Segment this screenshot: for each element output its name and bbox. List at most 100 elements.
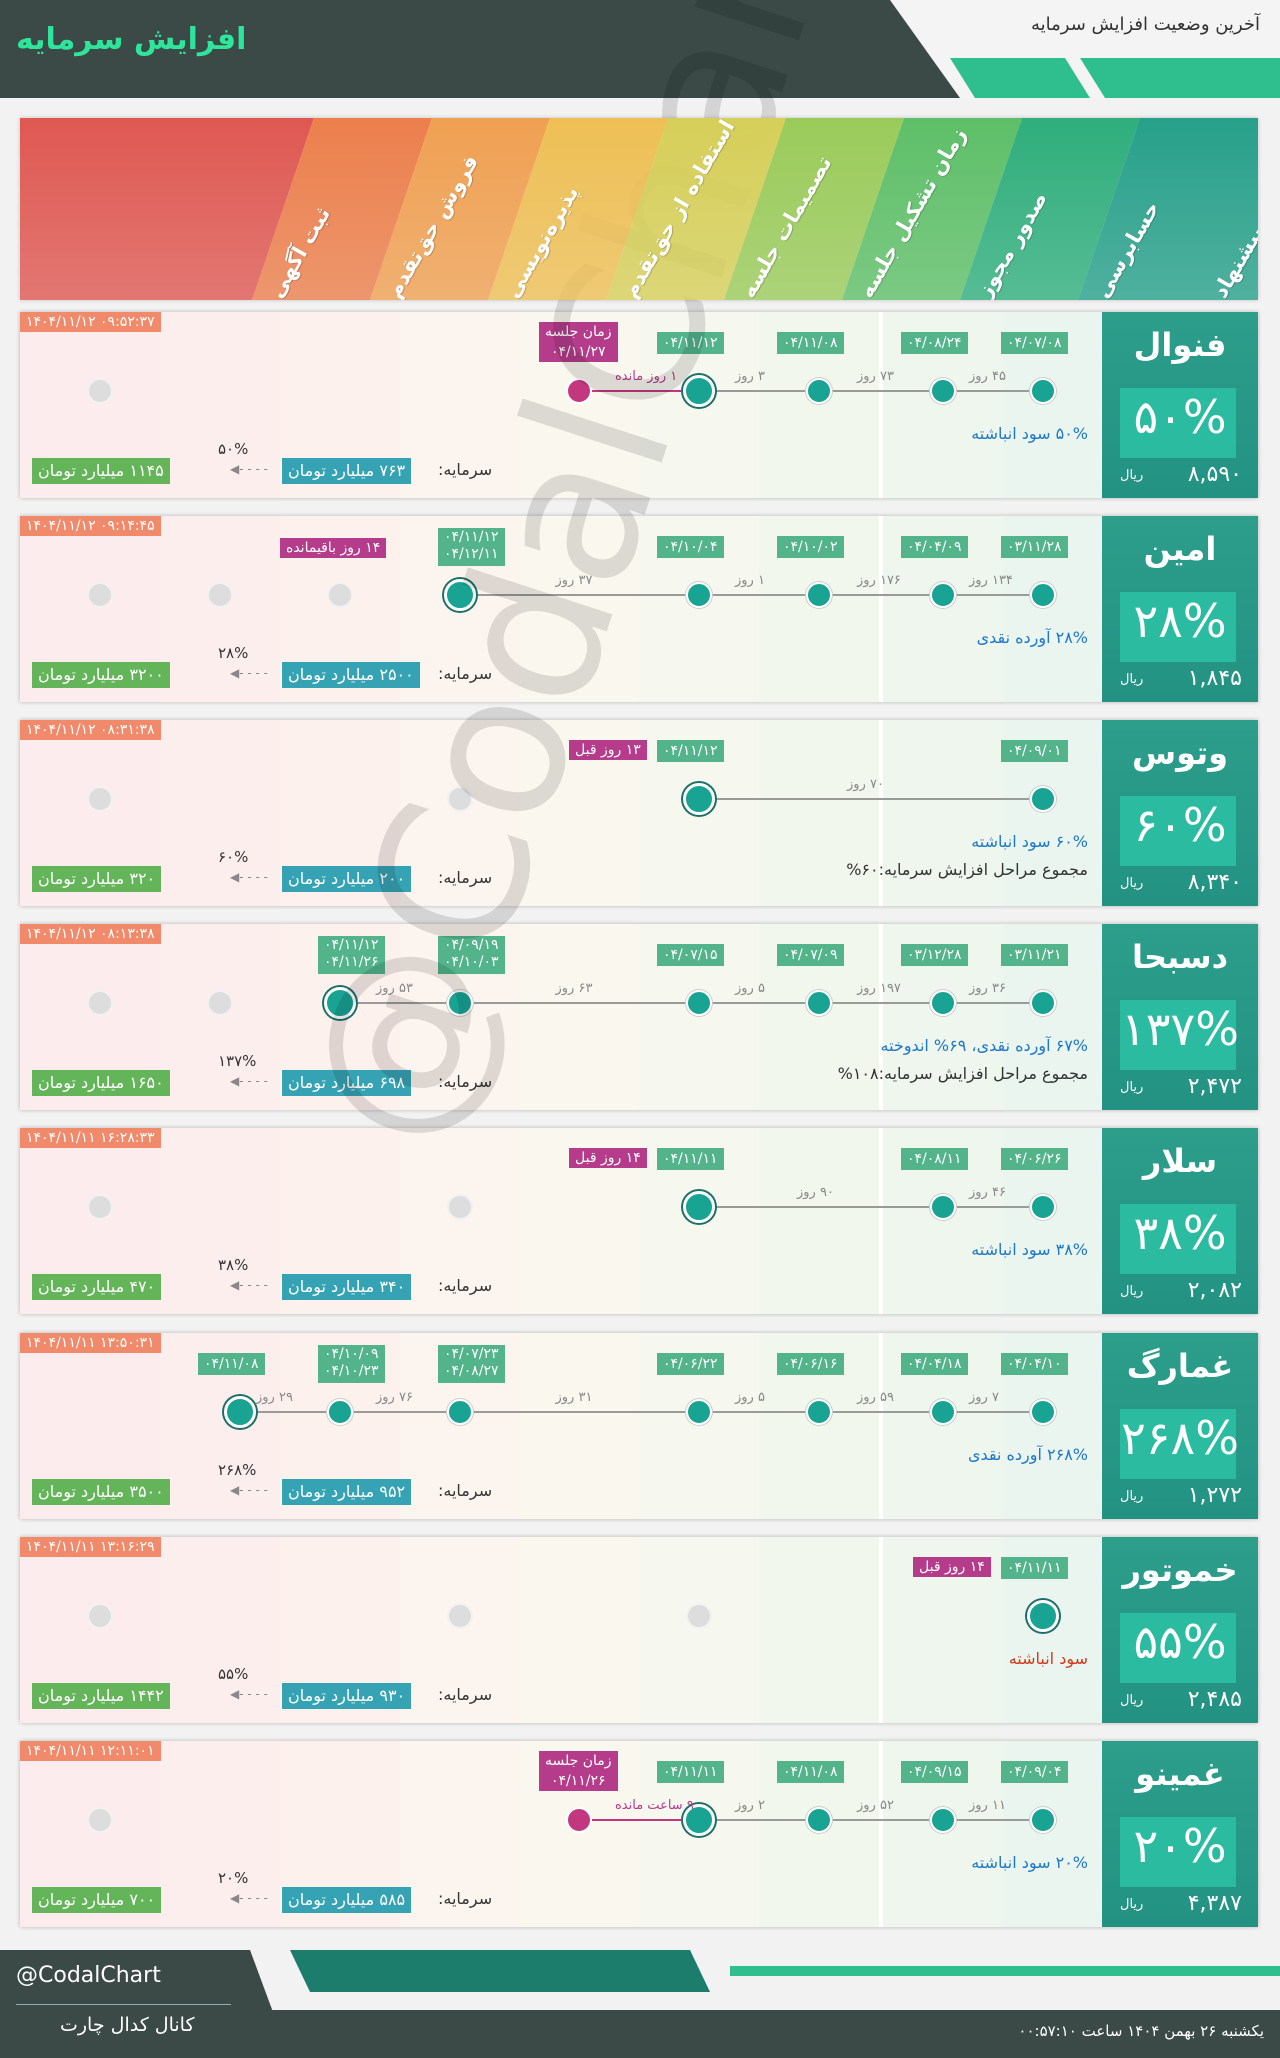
update-timestamp: ۱۴۰۴/۱۱/۱۲ ۰۸:۳۱:۳۸	[20, 720, 161, 740]
stock-name[interactable]: خموتور	[1122, 1551, 1238, 1589]
capital-increase-percent: ۲۶۸%	[218, 1461, 257, 1479]
timeline-dot	[87, 1194, 113, 1220]
stage-date-label: ۰۴/۱۱/۱۱	[657, 1761, 724, 1783]
timeline-dot	[1030, 378, 1056, 404]
footer-stripe-2	[730, 1966, 1280, 1976]
stock-name[interactable]: وتوس	[1131, 734, 1229, 772]
days-ago-tag: ۱۴ روز قبل	[569, 1148, 647, 1168]
timeline-dot	[1030, 582, 1056, 608]
timeline-dot	[87, 1807, 113, 1833]
header-stripe-1	[950, 58, 1090, 98]
stage-date-label: ۰۴/۰۶/۲۶	[1001, 1148, 1068, 1170]
capital-from: ۲۵۰۰ میلیارد تومان	[282, 662, 420, 688]
stock-name[interactable]: غمارگ	[1126, 1347, 1234, 1385]
update-timestamp: ۱۴۰۴/۱۱/۱۱ ۱۳:۱۶:۲۹	[20, 1537, 161, 1557]
stock-card: امین ۲۸% ۱,۸۴۵ ریال ۱۴۰۴/۱۱/۱۲ ۰۹:۱۴:۴۵ ۰۳/۱۱…	[20, 516, 1258, 702]
timeline-dot	[224, 1396, 256, 1428]
timeline-line	[699, 1206, 1043, 1208]
arrow-icon: ◀- - - -	[230, 1278, 268, 1292]
capital-from: ۳۴۰ میلیارد تومان	[282, 1274, 412, 1300]
timeline-dot	[1027, 1600, 1059, 1632]
timeline-dot	[87, 1603, 113, 1629]
percent-box	[1120, 1409, 1236, 1479]
gap-label: ۳۷ روز	[555, 573, 593, 588]
timeline-dot	[444, 579, 476, 611]
timeline-dot	[686, 990, 712, 1016]
stock-name[interactable]: دسبحا	[1131, 938, 1229, 976]
timeline-dot	[683, 375, 715, 407]
stock-name[interactable]: غمینو	[1135, 1755, 1225, 1793]
increase-percent: ۶۰%	[1133, 798, 1227, 852]
gap-label: ۱۳۴ روز	[969, 573, 1013, 588]
currency-unit: ریال	[1120, 1080, 1144, 1095]
capital-label: سرمایه:	[438, 1072, 493, 1091]
stock-card: غمارگ ۲۶۸% ۱,۲۷۲ ریال ۱۴۰۴/۱۱/۱۱ ۱۳:۵۰:۳۱ ۰۴/…	[20, 1333, 1258, 1519]
stage-column	[519, 1333, 639, 1519]
stage-column	[759, 720, 879, 906]
stage-date-label: ۰۴/۰۸/۲۴	[901, 332, 968, 354]
gap-label: ۲ روز	[735, 1798, 765, 1813]
stage-date-label: ۰۴/۱۱/۰۸	[777, 332, 844, 354]
update-timestamp: ۱۴۰۴/۱۱/۱۲ ۰۸:۱۳:۳۸	[20, 924, 161, 944]
currency-unit: ریال	[1120, 672, 1144, 687]
arrow-icon: ◀- - - -	[230, 666, 268, 680]
arrow-icon: ◀- - - -	[230, 1074, 268, 1088]
timeline-line	[699, 390, 1043, 392]
arrow-icon: ◀- - - -	[230, 1891, 268, 1905]
timeline-dot	[207, 582, 233, 608]
gap-label: ۲۹ روز	[256, 1390, 293, 1405]
stock-note: ۲۰% سود انباشته	[971, 1853, 1088, 1872]
gap-label: ۷ روز	[969, 1390, 999, 1405]
timeline-dot	[683, 1804, 715, 1836]
days-ago-tag: ۱۴ روز قبل	[913, 1557, 991, 1577]
arrow-icon: ◀- - - -	[230, 462, 268, 476]
page-subtitle: آخرین وضعیت افزایش سرمایه	[1031, 14, 1260, 35]
capital-label: سرمایه:	[438, 1481, 493, 1500]
update-timestamp: ۱۴۰۴/۱۱/۱۱ ۱۶:۲۸:۳۳	[20, 1128, 161, 1148]
stage-column	[519, 516, 639, 702]
stage-date-range-label: ۰۴/۱۱/۱۲ ۰۴/۱۲/۱۱	[438, 528, 505, 566]
gap-label: ۱۱ روز	[969, 1798, 1006, 1813]
stage-date-label: ۰۴/۰۶/۱۶	[777, 1353, 844, 1375]
timeline-dot	[930, 582, 956, 608]
stage-column	[519, 1537, 639, 1723]
stage-date-label: ۰۴/۱۰/۰۴	[657, 536, 724, 558]
timeline-dot	[686, 1603, 712, 1629]
currency-unit: ریال	[1120, 1489, 1144, 1504]
stock-name[interactable]: سلار	[1142, 1142, 1218, 1180]
stock-price: ۸,۵۹۰	[1187, 462, 1242, 487]
percent-box	[1120, 1613, 1236, 1683]
timeline-dot	[686, 1399, 712, 1425]
stage-date-label: ۰۴/۱۰/۰۲	[777, 536, 844, 558]
capital-increase-percent: ۱۳۷%	[218, 1052, 257, 1070]
stage-date-label: ۰۴/۰۹/۰۴	[1001, 1761, 1068, 1783]
timeline-dot	[327, 1399, 353, 1425]
stock-name[interactable]: امین	[1143, 530, 1217, 568]
meeting-line: زمان جلسه	[545, 1753, 612, 1769]
stock-card: سلار ۳۸% ۲,۰۸۲ ریال ۱۴۰۴/۱۱/۱۱ ۱۶:۲۸:۳۳ ۰۴/۰۶…	[20, 1128, 1258, 1314]
stage-date-range-label: ۰۴/۰۹/۱۹ ۰۴/۱۰/۰۳	[438, 936, 505, 974]
gap-label: ۷۳ روز	[857, 369, 894, 384]
timeline-dot	[930, 990, 956, 1016]
stock-name[interactable]: فنوال	[1133, 326, 1227, 364]
arrow-icon: ◀- - - -	[230, 870, 268, 884]
percent-box	[1120, 796, 1236, 866]
timeline-dot	[806, 1399, 832, 1425]
capital-to: ۱۶۵۰ میلیارد تومان	[32, 1070, 170, 1096]
stage-date-label: ۰۳/۱۱/۲۱	[1001, 944, 1068, 966]
gap-label: ۱ روز مانده	[615, 369, 678, 384]
gap-label: ۹۰ روز	[797, 1185, 834, 1200]
stock-note: ۶۰% سود انباشته	[971, 832, 1088, 851]
stage-date-label: ۰۴/۰۷/۰۹	[777, 944, 844, 966]
date-line: ۰۴/۰۸/۲۷	[444, 1363, 499, 1379]
gap-label: ۷۰ روز	[847, 777, 884, 792]
capital-label: سرمایه:	[438, 664, 493, 683]
capital-increase-percent: ۳۸%	[218, 1256, 249, 1274]
gap-label: ۵ روز	[735, 1390, 765, 1405]
stage-date-range-label: ۰۴/۱۱/۱۲ ۰۴/۱۱/۲۶	[318, 936, 385, 974]
stage-column	[759, 1128, 879, 1314]
gap-label: ۳ روز	[735, 369, 765, 384]
capital-increase-percent: ۵۰%	[218, 440, 249, 458]
capital-to: ۱۱۴۵ میلیارد تومان	[32, 458, 170, 484]
stage-date-label: ۰۴/۰۶/۲۲	[657, 1353, 724, 1375]
